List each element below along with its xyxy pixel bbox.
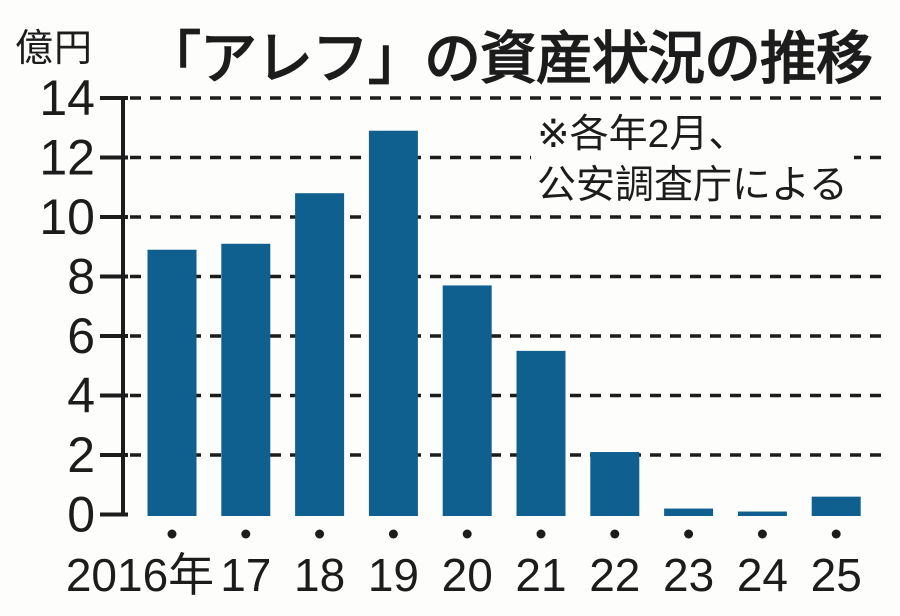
y-tick-label: 0 bbox=[67, 487, 95, 543]
x-tick-label: 19 bbox=[368, 549, 419, 601]
source-note: ※各年2月、 公安調査庁による bbox=[531, 109, 854, 213]
bar bbox=[295, 193, 345, 516]
x-axis-dot bbox=[757, 529, 767, 539]
x-axis-dot bbox=[536, 529, 546, 539]
y-tick-label: 2 bbox=[67, 427, 95, 483]
x-tick-label: 22 bbox=[589, 549, 640, 601]
x-axis-dot bbox=[610, 529, 620, 539]
x-tick-label: 2016年 bbox=[66, 549, 214, 601]
y-tick-label: 12 bbox=[39, 130, 95, 186]
bar bbox=[368, 130, 418, 516]
bar bbox=[664, 508, 714, 516]
x-tick-label: 20 bbox=[442, 549, 493, 601]
chart-title: 「アレフ」の資産状況の推移 bbox=[144, 27, 873, 91]
y-tick-label: 14 bbox=[39, 70, 95, 126]
x-tick-label: 25 bbox=[811, 549, 862, 601]
y-tick-label: 10 bbox=[39, 189, 95, 245]
bar bbox=[811, 496, 861, 516]
y-tick-label: 6 bbox=[67, 308, 95, 364]
x-axis-dot bbox=[388, 529, 398, 539]
x-axis-dot bbox=[462, 529, 472, 539]
x-axis-dot bbox=[241, 529, 251, 539]
x-axis-dot bbox=[167, 529, 177, 539]
y-axis-unit-label: 億円 bbox=[15, 28, 94, 70]
x-tick-label: 18 bbox=[294, 549, 345, 601]
y-tick-label: 8 bbox=[67, 249, 95, 305]
y-tick-label: 4 bbox=[67, 368, 95, 424]
x-tick-label: 24 bbox=[737, 549, 788, 601]
x-axis-dot bbox=[831, 529, 841, 539]
bar bbox=[147, 249, 197, 516]
bar bbox=[590, 452, 640, 516]
bar bbox=[442, 285, 492, 516]
bar bbox=[737, 511, 787, 516]
bar bbox=[516, 350, 566, 516]
x-tick-label: 17 bbox=[220, 549, 271, 601]
x-tick-label: 21 bbox=[515, 549, 566, 601]
x-axis-dot bbox=[684, 529, 694, 539]
bar bbox=[221, 243, 271, 516]
source-note-line-2: 公安調査庁による bbox=[537, 164, 848, 207]
x-axis-dot bbox=[315, 529, 325, 539]
source-note-line-1: ※各年2月、 bbox=[537, 113, 748, 156]
x-tick-label: 23 bbox=[663, 549, 714, 601]
